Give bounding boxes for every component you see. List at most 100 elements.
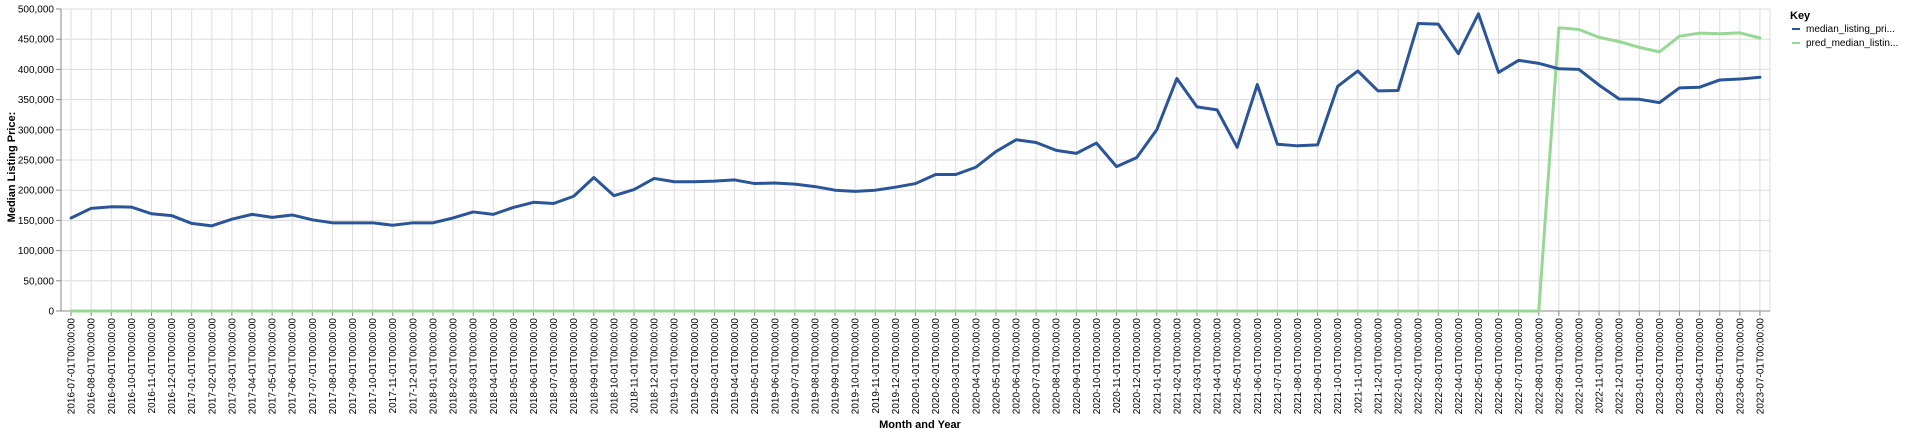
x-tick-label: 2021-02-01T00:00:00 bbox=[1172, 318, 1183, 415]
x-tick-label: 2018-02-01T00:00:00 bbox=[449, 318, 460, 415]
series-lines bbox=[69, 12, 1762, 313]
x-tick-label: 2023-06-01T00:00:00 bbox=[1735, 318, 1746, 415]
x-tick-label: 2017-11-01T00:00:00 bbox=[388, 318, 399, 414]
x-tick-label: 2022-01-01T00:00:00 bbox=[1394, 318, 1405, 415]
x-tick-label: 2020-08-01T00:00:00 bbox=[1052, 318, 1063, 415]
x-tick-label: 2022-05-01T00:00:00 bbox=[1474, 318, 1485, 415]
y-tick-label: 350,000 bbox=[18, 95, 55, 106]
x-tick-label: 2019-09-01T00:00:00 bbox=[831, 318, 842, 415]
x-tick-label: 2019-08-01T00:00:00 bbox=[810, 318, 821, 415]
x-tick-label: 2020-04-01T00:00:00 bbox=[971, 318, 982, 415]
y-tick-label: 50,000 bbox=[23, 276, 54, 287]
y-tick-label: 450,000 bbox=[18, 35, 55, 46]
x-tick-label: 2018-06-01T00:00:00 bbox=[529, 318, 540, 415]
y-axis: 0 50,000 100,000 150,000 200,000 250,000 300,0… bbox=[18, 5, 62, 318]
x-tick-label: 2022-07-01T00:00:00 bbox=[1514, 318, 1525, 415]
x-tick-label: 2018-11-01T00:00:00 bbox=[630, 318, 641, 414]
x-tick-label: 2017-12-01T00:00:00 bbox=[408, 318, 419, 415]
x-tick-label: 2021-01-01T00:00:00 bbox=[1152, 318, 1163, 415]
x-tick-label: 2022-10-01T00:00:00 bbox=[1574, 318, 1585, 415]
x-tick-label: 2022-11-01T00:00:00 bbox=[1595, 318, 1606, 414]
x-tick-label: 2019-02-01T00:00:00 bbox=[690, 318, 701, 415]
x-tick-label: 2016-11-01T00:00:00 bbox=[147, 318, 158, 414]
x-tick-label: 2018-10-01T00:00:00 bbox=[609, 318, 620, 415]
x-tick-label: 2017-03-01T00:00:00 bbox=[227, 318, 238, 415]
y-axis-title: Median Listing Price: bbox=[6, 112, 18, 223]
x-axis: 2016-07-01T00:00:00 2016-08-01T00:00:00 20… bbox=[61, 310, 1770, 415]
x-tick-label: 2018-09-01T00:00:00 bbox=[589, 318, 600, 415]
x-tick-label: 2019-01-01T00:00:00 bbox=[670, 318, 681, 415]
gridlines bbox=[60, 8, 1771, 312]
x-tick-label: 2019-11-01T00:00:00 bbox=[871, 318, 882, 414]
x-tick-label: 2020-10-01T00:00:00 bbox=[1092, 318, 1103, 415]
x-tick-label: 2017-05-01T00:00:00 bbox=[268, 318, 279, 415]
y-tick-label: 200,000 bbox=[18, 186, 55, 197]
legend-label: median_listing_pri... bbox=[1806, 24, 1895, 35]
x-tick-label: 2022-12-01T00:00:00 bbox=[1615, 318, 1626, 415]
x-tick-label: 2019-05-01T00:00:00 bbox=[750, 318, 761, 415]
x-tick-label: 2021-08-01T00:00:00 bbox=[1293, 318, 1304, 415]
x-tick-label: 2019-06-01T00:00:00 bbox=[770, 318, 781, 415]
x-tick-label: 2019-07-01T00:00:00 bbox=[790, 318, 801, 415]
x-tick-label: 2018-01-01T00:00:00 bbox=[428, 318, 439, 415]
x-tick-label: 2017-10-01T00:00:00 bbox=[368, 318, 379, 415]
x-tick-label: 2016-08-01T00:00:00 bbox=[87, 318, 98, 415]
x-tick-label: 2023-05-01T00:00:00 bbox=[1715, 318, 1726, 415]
x-tick-label: 2022-02-01T00:00:00 bbox=[1414, 318, 1425, 415]
x-tick-label: 2021-09-01T00:00:00 bbox=[1313, 318, 1324, 415]
x-tick-label: 2017-08-01T00:00:00 bbox=[328, 318, 339, 415]
x-tick-label: 2022-08-01T00:00:00 bbox=[1534, 318, 1545, 415]
y-tick-label: 400,000 bbox=[18, 65, 55, 76]
y-tick-label: 300,000 bbox=[18, 125, 55, 136]
x-tick-label: 2021-12-01T00:00:00 bbox=[1373, 318, 1384, 415]
x-tick-label: 2021-04-01T00:00:00 bbox=[1213, 318, 1224, 415]
x-tick-label: 2022-03-01T00:00:00 bbox=[1434, 318, 1445, 415]
x-tick-label: 2016-07-01T00:00:00 bbox=[67, 318, 78, 415]
legend-title: Key bbox=[1790, 10, 1811, 22]
legend-label: pred_median_listin... bbox=[1806, 38, 1898, 49]
x-tick-label: 2020-11-01T00:00:00 bbox=[1112, 318, 1123, 414]
x-tick-label: 2020-07-01T00:00:00 bbox=[1032, 318, 1043, 415]
x-tick-label: 2022-09-01T00:00:00 bbox=[1554, 318, 1565, 415]
series-line-1 bbox=[69, 26, 1762, 313]
x-tick-label: 2021-10-01T00:00:00 bbox=[1333, 318, 1344, 415]
x-tick-label: 2018-07-01T00:00:00 bbox=[549, 318, 560, 415]
x-tick-label: 2022-06-01T00:00:00 bbox=[1494, 318, 1505, 415]
x-tick-label: 2021-05-01T00:00:00 bbox=[1233, 318, 1244, 415]
x-tick-label: 2018-05-01T00:00:00 bbox=[509, 318, 520, 415]
x-tick-label: 2021-06-01T00:00:00 bbox=[1253, 318, 1264, 415]
x-tick-label: 2021-11-01T00:00:00 bbox=[1353, 318, 1364, 414]
x-tick-label: 2016-09-01T00:00:00 bbox=[107, 318, 118, 415]
x-tick-label: 2018-03-01T00:00:00 bbox=[469, 318, 480, 415]
x-tick-label: 2023-03-01T00:00:00 bbox=[1675, 318, 1686, 415]
x-tick-label: 2023-01-01T00:00:00 bbox=[1635, 318, 1646, 415]
x-tick-label: 2020-06-01T00:00:00 bbox=[1012, 318, 1023, 415]
series-line-0 bbox=[69, 12, 1762, 228]
x-tick-label: 2020-05-01T00:00:00 bbox=[991, 318, 1002, 415]
x-tick-label: 2017-07-01T00:00:00 bbox=[308, 318, 319, 415]
x-tick-label: 2019-04-01T00:00:00 bbox=[730, 318, 741, 415]
x-tick-label: 2020-09-01T00:00:00 bbox=[1072, 318, 1083, 415]
x-tick-label: 2017-02-01T00:00:00 bbox=[207, 318, 218, 415]
x-tick-label: 2016-10-01T00:00:00 bbox=[127, 318, 138, 415]
y-tick-label: 0 bbox=[48, 307, 54, 318]
x-tick-label: 2023-02-01T00:00:00 bbox=[1655, 318, 1666, 415]
y-tick-label: 250,000 bbox=[18, 156, 55, 167]
x-tick-label: 2023-07-01T00:00:00 bbox=[1755, 318, 1766, 415]
x-tick-label: 2020-02-01T00:00:00 bbox=[931, 318, 942, 415]
y-tick-label: 100,000 bbox=[18, 246, 55, 257]
x-tick-label: 2019-03-01T00:00:00 bbox=[710, 318, 721, 415]
x-tick-label: 2020-01-01T00:00:00 bbox=[911, 318, 922, 415]
x-tick-label: 2022-04-01T00:00:00 bbox=[1454, 318, 1465, 415]
x-tick-label: 2021-07-01T00:00:00 bbox=[1273, 318, 1284, 415]
x-tick-label: 2018-12-01T00:00:00 bbox=[650, 318, 661, 415]
x-tick-label: 2017-06-01T00:00:00 bbox=[288, 318, 299, 415]
x-tick-label: 2021-03-01T00:00:00 bbox=[1192, 318, 1203, 415]
x-tick-label: 2016-12-01T00:00:00 bbox=[167, 318, 178, 415]
x-tick-label: 2017-09-01T00:00:00 bbox=[348, 318, 359, 415]
x-tick-label: 2019-12-01T00:00:00 bbox=[891, 318, 902, 415]
x-tick-label: 2020-12-01T00:00:00 bbox=[1132, 318, 1143, 415]
x-tick-label: 2020-03-01T00:00:00 bbox=[951, 318, 962, 415]
x-tick-label: 2023-04-01T00:00:00 bbox=[1695, 318, 1706, 415]
